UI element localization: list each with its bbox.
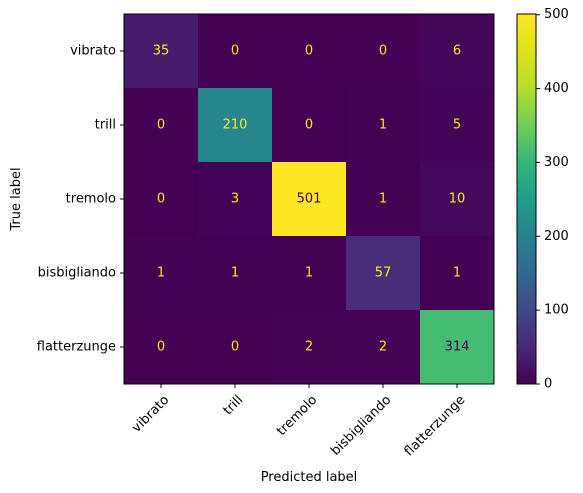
colorbar-tick-label: 200 <box>544 229 569 244</box>
colorbar-tick-label: 0 <box>544 377 552 392</box>
cell-value-label: 210 <box>223 118 248 133</box>
heatmap-cell <box>124 310 199 385</box>
cell-value-label: 1 <box>453 266 461 281</box>
heatmap-cell <box>272 88 347 163</box>
cell-value-label: 2 <box>305 340 313 355</box>
cell-value-label: 57 <box>375 266 392 281</box>
cell-value-label: 2 <box>379 340 387 355</box>
heatmap-cell <box>346 236 421 311</box>
heatmap-cell <box>272 14 347 89</box>
x-tick-label: bisbigliando <box>328 393 394 459</box>
cell-value-label: 0 <box>231 44 239 59</box>
cell-value-label: 0 <box>305 118 313 133</box>
heatmap-cell <box>198 14 273 89</box>
cell-value-label: 1 <box>379 192 387 207</box>
heatmap-cell <box>420 310 495 385</box>
y-tick-label: bisbigliando <box>38 266 116 281</box>
colorbar-tick-label: 100 <box>544 303 569 318</box>
cell-value-label: 0 <box>157 192 165 207</box>
y-tick-label: trill <box>95 118 116 133</box>
colorbar-tick-label: 400 <box>544 81 569 96</box>
cell-value-label: 0 <box>157 118 165 133</box>
y-tick-label: flatterzunge <box>37 340 116 355</box>
cell-value-label: 1 <box>231 266 239 281</box>
x-tick-label: trill <box>221 393 247 419</box>
cell-value-label: 0 <box>231 340 239 355</box>
x-tick-label: tremolo <box>274 393 320 439</box>
cell-value-label: 0 <box>379 44 387 59</box>
heatmap-cell <box>420 14 495 89</box>
heatmap-cell <box>420 88 495 163</box>
heatmap-cell <box>198 236 273 311</box>
heatmap-cell <box>346 14 421 89</box>
heatmap-cell <box>124 162 199 237</box>
heatmap-cell <box>198 310 273 385</box>
cell-value-label: 10 <box>449 192 466 207</box>
y-axis-ticks: vibrato trill tremolo bisbigliando flatterzu… <box>37 44 124 355</box>
cell-value-label: 6 <box>453 44 461 59</box>
cell-value-label: 501 <box>297 192 322 207</box>
cell-value-label: 1 <box>157 266 165 281</box>
x-axis-ticks: vibrato trill tremolo bisbigliando flatterzu… <box>129 384 468 459</box>
heatmap-cell <box>198 162 273 237</box>
cell-value-label: 35 <box>153 44 170 59</box>
heatmap-cell <box>346 310 421 385</box>
heatmap-cell <box>124 14 199 89</box>
y-tick-label: tremolo <box>66 192 116 207</box>
heatmap-cell <box>420 236 495 311</box>
cell-value-label: 3 <box>231 192 239 207</box>
heatmap-cell <box>272 310 347 385</box>
colorbar-tick-label: 500 <box>544 7 569 22</box>
colorbar <box>516 13 537 385</box>
heatmap-cell <box>272 162 347 237</box>
x-tick-label: flatterzunge <box>402 393 469 460</box>
cell-value-label: 0 <box>305 44 313 59</box>
cell-value-label: 1 <box>305 266 313 281</box>
heatmap-cell <box>420 162 495 237</box>
colorbar-ticks: 0 100 200 300 400 500 <box>536 7 569 392</box>
colorbar-tick-label: 300 <box>544 155 569 170</box>
y-tick-label: vibrato <box>70 44 116 59</box>
cell-value-label: 0 <box>157 340 165 355</box>
x-axis-label: Predicted label <box>261 470 358 485</box>
cell-value-label: 5 <box>453 118 461 133</box>
heatmap-cell <box>198 88 273 163</box>
heatmap-cell <box>346 88 421 163</box>
heatmap-cell <box>272 236 347 311</box>
x-tick-label: vibrato <box>129 393 172 436</box>
heatmap-cell <box>124 236 199 311</box>
y-axis-label: True label <box>9 167 24 231</box>
heatmap-cells: 35 0 0 0 60 210 0 1 50 3 501 1 101 1 1 57 10 0 2 2 314 <box>124 14 495 385</box>
heatmap-cell <box>346 162 421 237</box>
cell-value-label: 1 <box>379 118 387 133</box>
heatmap-cell <box>124 88 199 163</box>
cell-value-label: 314 <box>445 340 470 355</box>
